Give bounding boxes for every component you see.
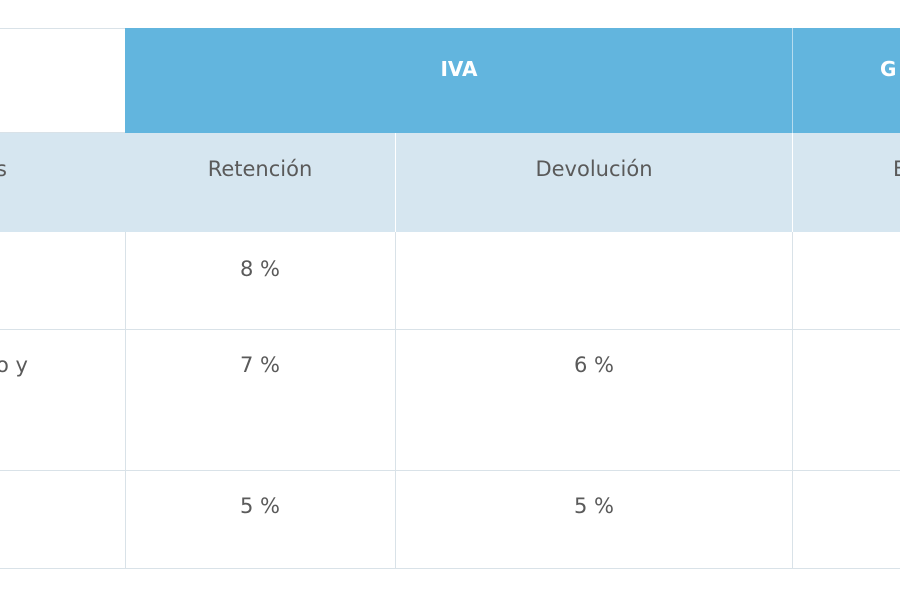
table-cell — [396, 471, 793, 569]
column-header-cell — [125, 133, 396, 232]
group-header-text: G — [880, 57, 897, 81]
column-header-cell — [793, 133, 900, 232]
table-cell — [0, 471, 126, 569]
column-header-cell — [396, 133, 793, 232]
table-cell — [793, 232, 900, 330]
cell-text: 5 % — [240, 494, 280, 518]
table-cell — [793, 330, 900, 471]
column-header-text: Retención — [207, 157, 313, 181]
group-header-cell — [125, 28, 793, 133]
table-cell — [125, 330, 396, 471]
cell-text: 8 % — [240, 257, 280, 281]
table-cell — [396, 330, 793, 471]
table-cell — [0, 232, 126, 330]
column-header-text: s — [0, 157, 7, 181]
group-header-text: IVA — [440, 57, 478, 81]
table-cell — [125, 471, 396, 569]
table-cell — [125, 232, 396, 330]
empty-corner-cell — [0, 28, 126, 133]
table-cell — [396, 232, 793, 330]
column-header-text: E — [893, 157, 900, 181]
table-cell — [0, 330, 126, 471]
cell-text: 6 % — [574, 353, 614, 377]
column-header-cell — [0, 133, 126, 232]
cell-text: 7 % — [240, 353, 280, 377]
cell-text: o y — [0, 353, 28, 377]
group-header-cell — [793, 28, 900, 133]
table-cell — [793, 471, 900, 569]
column-header-text: Devolución — [535, 157, 653, 181]
cell-text: 5 % — [574, 494, 614, 518]
